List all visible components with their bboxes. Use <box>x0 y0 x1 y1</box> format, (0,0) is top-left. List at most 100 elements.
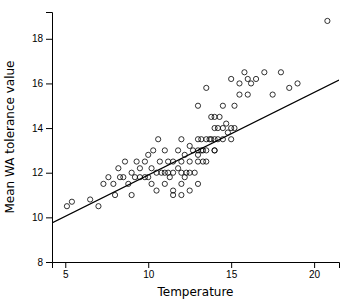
point <box>237 92 242 97</box>
point <box>215 125 220 130</box>
tick: 16 <box>32 78 52 89</box>
point <box>111 181 116 186</box>
point <box>212 148 217 153</box>
tick-mark <box>46 83 52 84</box>
point <box>253 76 258 81</box>
point <box>167 175 172 180</box>
point <box>171 188 176 193</box>
tick-mark <box>46 262 52 263</box>
tick: 8 <box>37 257 52 268</box>
point <box>175 166 180 171</box>
point <box>134 159 139 164</box>
point <box>116 166 121 171</box>
point <box>149 166 154 171</box>
point <box>142 159 147 164</box>
y-axis-line <box>46 13 53 263</box>
point <box>204 148 209 153</box>
point <box>106 175 111 180</box>
point <box>199 137 204 142</box>
point <box>179 137 184 142</box>
point <box>212 148 217 153</box>
point <box>325 18 330 23</box>
point <box>179 192 184 197</box>
point <box>204 85 209 90</box>
tick-mark <box>46 39 52 40</box>
tick: 14 <box>32 123 52 134</box>
tick-mark <box>46 128 52 129</box>
point <box>129 170 134 175</box>
point <box>248 81 253 86</box>
point <box>157 159 162 164</box>
point <box>237 81 242 86</box>
x-axis-title: Temperature <box>156 285 233 299</box>
point <box>195 103 200 108</box>
point <box>217 114 222 119</box>
point <box>101 181 106 186</box>
point <box>232 125 237 130</box>
tick: 5 <box>63 262 69 280</box>
point <box>121 175 126 180</box>
point <box>278 70 283 75</box>
tick-mark <box>314 262 315 268</box>
tick: 20 <box>309 262 321 280</box>
point <box>162 148 167 153</box>
point <box>166 159 171 164</box>
point <box>187 143 192 148</box>
x-axis-line <box>53 263 340 269</box>
point <box>295 81 300 86</box>
point <box>232 103 237 108</box>
marks <box>52 18 339 223</box>
point <box>69 199 74 204</box>
y-axis: 8 10 12 14 16 18 <box>32 13 53 268</box>
point <box>212 114 217 119</box>
point <box>132 175 137 180</box>
tick-label: 20 <box>309 269 321 280</box>
point <box>242 70 247 75</box>
point <box>229 137 234 142</box>
tick-label: 8 <box>37 257 43 268</box>
point <box>262 70 267 75</box>
tick-label: 15 <box>226 269 238 280</box>
scatter-points <box>64 18 330 208</box>
point <box>112 192 117 197</box>
point <box>156 137 161 142</box>
point <box>151 148 156 153</box>
tick-label: 14 <box>32 123 44 134</box>
point <box>129 192 134 197</box>
point <box>179 170 184 175</box>
point <box>224 121 229 126</box>
point <box>149 181 154 186</box>
point <box>64 204 69 209</box>
point <box>287 85 292 90</box>
point <box>229 76 234 81</box>
tick: 15 <box>226 262 238 280</box>
tick-mark <box>65 262 66 268</box>
tick-label: 18 <box>32 33 44 44</box>
tick-mark <box>148 262 149 268</box>
point <box>195 181 200 186</box>
point <box>245 92 250 97</box>
point <box>187 188 192 193</box>
point <box>245 76 250 81</box>
point <box>122 159 127 164</box>
point <box>162 181 167 186</box>
point <box>179 181 184 186</box>
point <box>270 92 275 97</box>
tick-mark <box>46 217 52 218</box>
tick-mark <box>46 173 52 174</box>
tick: 18 <box>32 33 52 44</box>
tick-label: 16 <box>32 78 44 89</box>
point <box>187 159 192 164</box>
tick-label: 10 <box>32 212 44 223</box>
point <box>220 103 225 108</box>
point <box>195 159 200 164</box>
tick-label: 5 <box>63 269 69 280</box>
point <box>154 188 159 193</box>
point <box>137 166 142 171</box>
point <box>88 197 93 202</box>
point <box>220 125 225 130</box>
tick: 12 <box>32 167 52 178</box>
point <box>192 170 197 175</box>
tick-mark <box>231 262 232 268</box>
x-axis: 5101520 <box>53 262 340 280</box>
